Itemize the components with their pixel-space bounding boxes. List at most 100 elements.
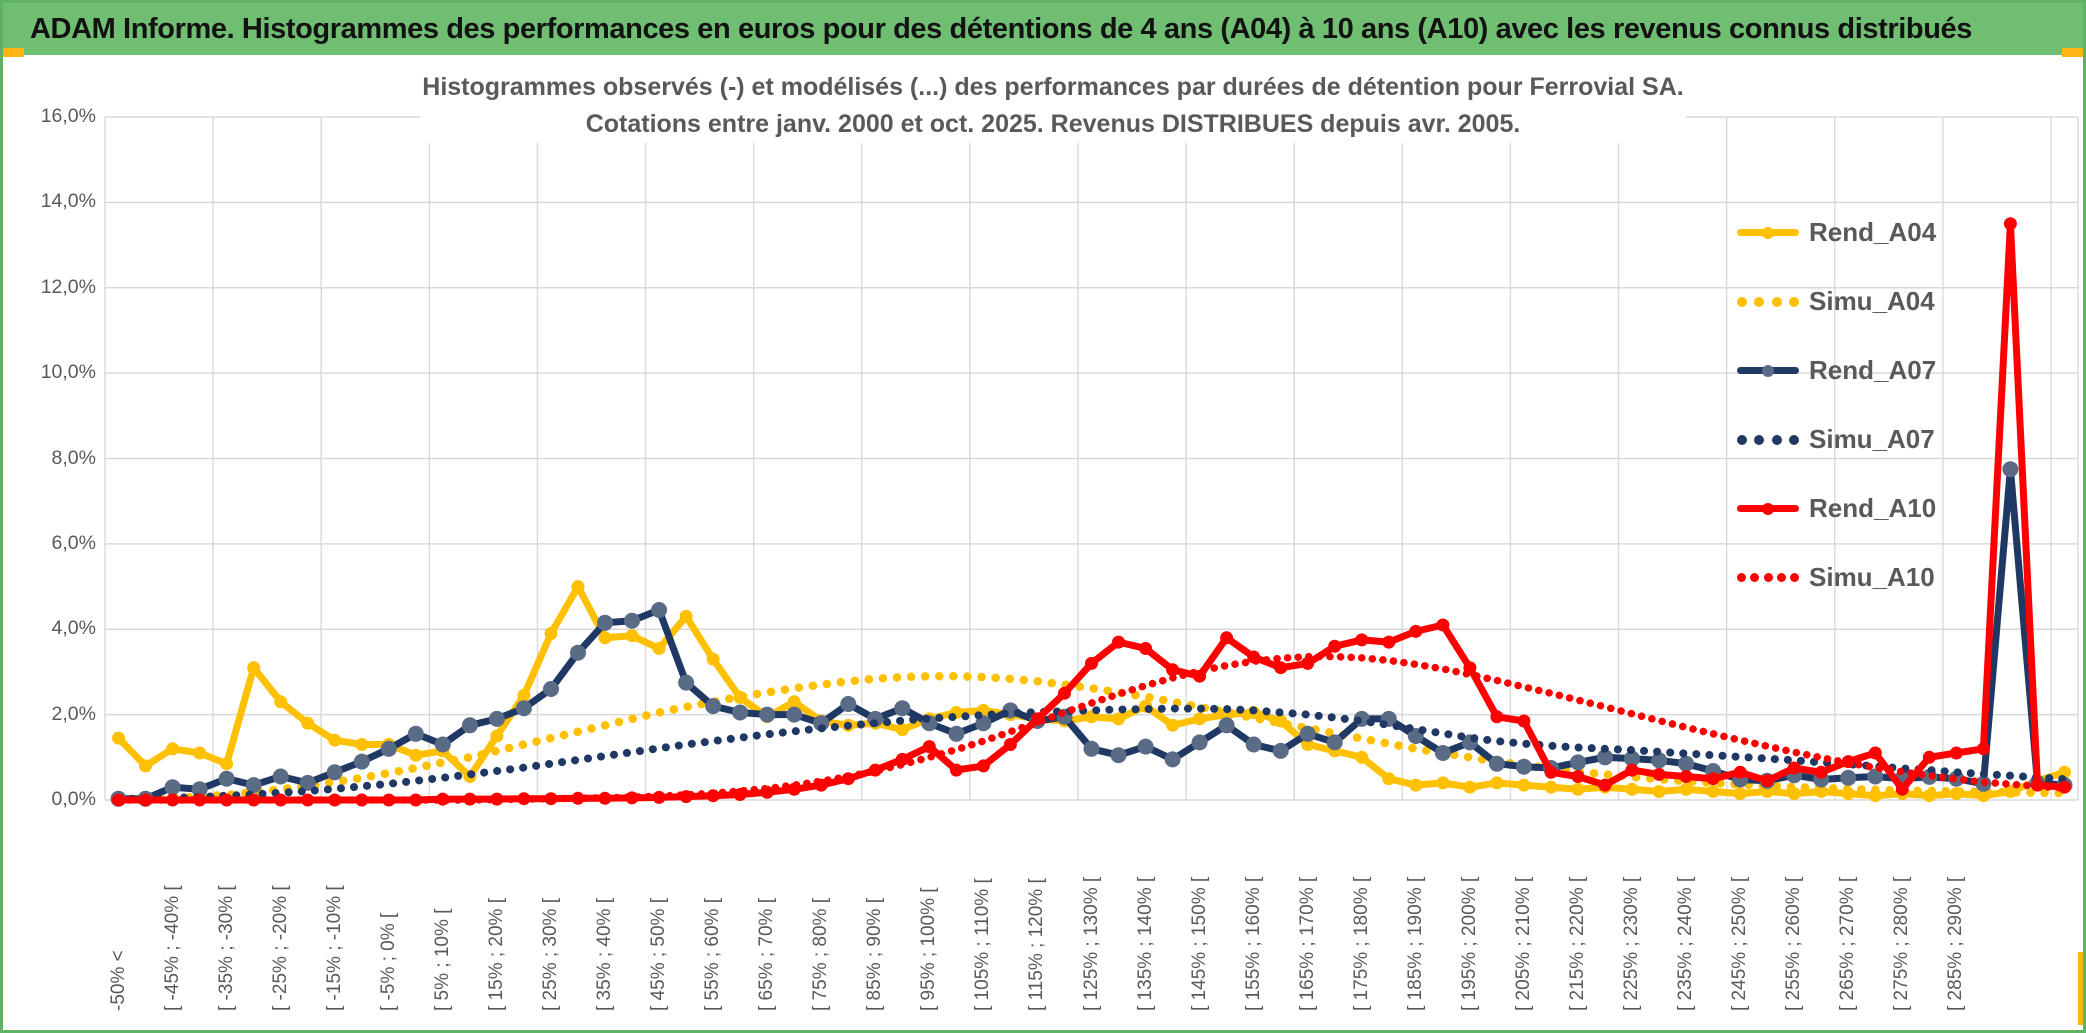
x-tick-label: [ -35% ; -30% [ [215,885,237,1011]
marker-Rend_A10 [2003,217,2017,231]
series-Simu_A10[interactable] [114,652,2069,804]
legend-swatch-Simu_A04 [1737,296,1799,307]
x-tick-label: [ 35% ; 40% [ [594,897,615,1011]
marker-Rend_A07 [2002,461,2019,478]
marker-Rend_A04 [274,695,288,709]
marker-Rend_A10 [1112,635,1125,649]
marker-Rend_A07 [597,614,613,631]
marker-Rend_A07 [840,696,857,712]
y-tick-label: 10,0% [40,361,96,384]
marker-Rend_A04 [1301,738,1315,751]
marker-Rend_A07 [894,700,911,717]
marker-Rend_A04 [1409,778,1423,792]
marker-Rend_A07 [380,740,397,757]
legend-swatch-Rend_A04 [1737,226,1799,239]
marker-Rend_A04 [1679,782,1693,796]
legend-item-Rend_A07[interactable]: Rend_A07 [1737,336,1936,405]
marker-Rend_A07 [1218,717,1235,734]
marker-Rend_A07 [1272,742,1289,759]
x-tick-label: [ 255% ; 260% [ [1783,876,1805,1011]
marker-Rend_A10 [1976,742,1990,756]
marker-Rend_A04 [193,746,207,760]
marker-Rend_A07 [1164,751,1181,768]
marker-Rend_A10 [1895,782,1909,796]
marker-Rend_A07 [1434,745,1451,761]
marker-Rend_A07 [1678,755,1695,772]
marker-Rend_A04 [1571,782,1585,796]
marker-Rend_A04 [895,723,909,737]
marker-Rend_A04 [679,609,693,623]
marker-Rend_A07 [543,681,559,697]
legend-swatch-Simu_A10 [1737,573,1799,582]
marker-Rend_A10 [1517,714,1531,728]
chart-title: Histogrammes observés (-) et modélisés (… [420,69,1686,143]
marker-Rend_A04 [112,731,125,745]
x-tick-label: [ 65% ; 70% [ [756,897,778,1011]
marker-Rend_A07 [624,612,640,629]
marker-Rend_A10 [1544,765,1558,779]
marker-Rend_A07 [678,674,695,691]
legend-item-Rend_A10[interactable]: Rend_A10 [1737,474,1936,543]
marker-Rend_A07 [272,768,289,785]
marker-Rend_A07 [191,781,208,798]
legend-label: Rend_A04 [1809,217,1937,247]
marker-Rend_A04 [166,742,180,756]
x-tick-label: [ 185% ; 190% [ [1404,876,1426,1011]
gridlines [104,116,2079,801]
marker-Rend_A10 [1003,738,1017,751]
x-tick-label: [ 55% ; 60% [ [702,897,724,1011]
legend-item-Simu_A10[interactable]: Simu_A10 [1737,543,1936,612]
marker-Rend_A07 [1515,758,1532,775]
x-tick-label: [ 125% ; 130% [ [1080,876,1102,1011]
marker-Rend_A04 [490,729,504,743]
marker-Rend_A07 [1110,747,1127,764]
marker-Rend_A07 [515,700,532,717]
page-title: ADAM Informe. Histogrammes des performan… [30,12,1972,45]
marker-Rend_A10 [1706,772,1720,786]
marker-Rend_A04 [787,695,801,709]
chart-legend[interactable]: Rend_A04 Simu_A04 Rend_A07 Simu_A07 Rend_A10… [1737,198,1936,612]
marker-Rend_A10 [1868,746,1882,760]
y-tick-label: 8,0% [51,446,96,469]
series-Simu_A04[interactable] [114,671,2069,804]
marker-Rend_A04 [301,716,315,730]
x-tick-label: [ 285% ; 290% [ [1945,876,1967,1011]
marker-Rend_A10 [1085,656,1098,670]
marker-Rend_A07 [1651,752,1668,769]
marker-Rend_A07 [326,764,343,781]
marker-Rend_A10 [1220,631,1234,645]
y-tick-label: 4,0% [51,617,96,640]
marker-Rend_A04 [409,748,423,762]
marker-Rend_A10 [1571,770,1585,783]
marker-Rend_A07 [1245,736,1262,753]
marker-Rend_A04 [517,688,531,702]
marker-Rend_A04 [1544,780,1558,794]
marker-Rend_A07 [1326,734,1343,751]
marker-Rend_A07 [353,753,370,770]
marker-Rend_A07 [299,774,316,791]
marker-Rend_A10 [1652,767,1666,781]
marker-Rend_A07 [786,706,803,723]
y-tick-label: 16,0% [40,105,96,127]
marker-Rend_A04 [1463,780,1477,794]
legend-label: Rend_A10 [1809,493,1937,523]
x-tick-label: [ 175% ; 180% [ [1350,876,1372,1011]
marker-Rend_A10 [1490,710,1504,724]
marker-Rend_A10 [1166,663,1180,677]
x-tick-label: [ 275% ; 280% [ [1891,876,1913,1011]
marker-Rend_A04 [220,757,234,771]
x-tick-label: [ 85% ; 90% [ [864,897,886,1011]
marker-Rend_A07 [732,704,749,721]
y-tick-label: 14,0% [40,190,96,213]
legend-item-Rend_A04[interactable]: Rend_A04 [1737,198,1936,267]
x-tick-label: [ 75% ; 80% [ [810,897,832,1011]
series-Simu_A07[interactable] [114,704,2069,804]
marker-Rend_A04 [1193,712,1207,726]
marker-Rend_A07 [570,644,586,661]
legend-item-Simu_A07[interactable]: Simu_A07 [1737,405,1936,474]
marker-Rend_A07 [488,710,505,727]
x-tick-label: [ -45% ; -40% [ [161,885,183,1011]
legend-item-Simu_A04[interactable]: Simu_A04 [1737,267,1936,336]
marker-Rend_A04 [1652,785,1666,798]
